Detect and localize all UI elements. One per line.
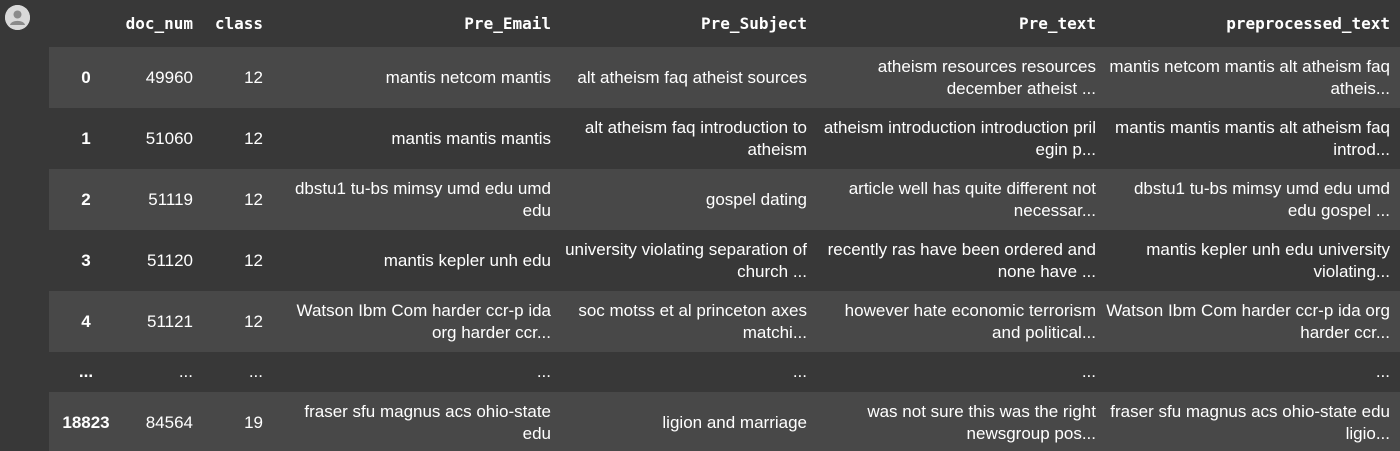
table-row: 1 51060 12 mantis mantis mantis alt athe…	[49, 108, 1400, 169]
cell-pre-text: atheism resources resources december ath…	[817, 47, 1106, 108]
cell-preprocessed-text: mantis kepler unh edu university violati…	[1106, 230, 1400, 291]
cell-pre-text: however hate economic terrorism and poli…	[817, 291, 1106, 352]
cell-pre-subject: soc motss et al princeton axes matchi...	[561, 291, 817, 352]
cell-class: 12	[203, 291, 273, 352]
header-pre-subject: Pre_Subject	[561, 0, 817, 47]
header-index	[49, 0, 123, 47]
header-doc-num: doc_num	[123, 0, 203, 47]
row-index: 3	[49, 230, 123, 291]
cell-pre-text: was not sure this was the right newsgrou…	[817, 392, 1106, 451]
cell-preprocessed-text: mantis netcom mantis alt atheism faq ath…	[1106, 47, 1400, 108]
table-row: 4 51121 12 Watson Ibm Com harder ccr-p i…	[49, 291, 1400, 352]
cell-preprocessed-text: Watson Ibm Com harder ccr-p ida org hard…	[1106, 291, 1400, 352]
cell-pre-subject: gospel dating	[561, 169, 817, 230]
cell-doc-num: 84564	[123, 392, 203, 451]
dataframe-table: doc_num class Pre_Email Pre_Subject Pre_…	[49, 0, 1400, 451]
table-row: 3 51120 12 mantis kepler unh edu univers…	[49, 230, 1400, 291]
cell-pre-subject: university violating separation of churc…	[561, 230, 817, 291]
cell-class: 12	[203, 108, 273, 169]
header-pre-text: Pre_text	[817, 0, 1106, 47]
header-row: doc_num class Pre_Email Pre_Subject Pre_…	[49, 0, 1400, 47]
cell-doc-num: 51119	[123, 169, 203, 230]
cell-class: 12	[203, 47, 273, 108]
output-gutter	[0, 0, 49, 451]
row-index: 0	[49, 47, 123, 108]
cell-pre-text: article well has quite different not nec…	[817, 169, 1106, 230]
header-pre-email: Pre_Email	[273, 0, 561, 47]
cell-class: 12	[203, 230, 273, 291]
cell-doc-num: 51120	[123, 230, 203, 291]
row-index: ...	[49, 352, 123, 392]
cell-pre-email: Watson Ibm Com harder ccr-p ida org hard…	[273, 291, 561, 352]
cell-preprocessed-text: dbstu1 tu-bs mimsy umd edu umd edu gospe…	[1106, 169, 1400, 230]
cell-preprocessed-text: fraser sfu magnus acs ohio-state edu lig…	[1106, 392, 1400, 451]
cell-class: 19	[203, 392, 273, 451]
row-index: 2	[49, 169, 123, 230]
cell-pre-email: dbstu1 tu-bs mimsy umd edu umd edu	[273, 169, 561, 230]
cell-doc-num: 51060	[123, 108, 203, 169]
header-preprocessed-text: preprocessed_text	[1106, 0, 1400, 47]
cell-class: ...	[203, 352, 273, 392]
cell-pre-email: mantis mantis mantis	[273, 108, 561, 169]
table-row-ellipsis: ... ... ... ... ... ... ...	[49, 352, 1400, 392]
cell-preprocessed-text: mantis mantis mantis alt atheism faq int…	[1106, 108, 1400, 169]
cell-doc-num: 51121	[123, 291, 203, 352]
table-row: 2 51119 12 dbstu1 tu-bs mimsy umd edu um…	[49, 169, 1400, 230]
user-avatar-icon[interactable]	[5, 5, 30, 30]
row-index: 4	[49, 291, 123, 352]
row-index: 1	[49, 108, 123, 169]
cell-pre-email: mantis kepler unh edu	[273, 230, 561, 291]
cell-doc-num: 49960	[123, 47, 203, 108]
cell-pre-text: atheism introduction introduction pril e…	[817, 108, 1106, 169]
cell-preprocessed-text: ...	[1106, 352, 1400, 392]
cell-pre-subject: alt atheism faq introduction to atheism	[561, 108, 817, 169]
cell-pre-subject: ...	[561, 352, 817, 392]
cell-pre-email: fraser sfu magnus acs ohio-state edu	[273, 392, 561, 451]
dataframe-output: doc_num class Pre_Email Pre_Subject Pre_…	[49, 0, 1400, 451]
table-row: 18823 84564 19 fraser sfu magnus acs ohi…	[49, 392, 1400, 451]
cell-class: 12	[203, 169, 273, 230]
cell-doc-num: ...	[123, 352, 203, 392]
cell-pre-subject: ligion and marriage	[561, 392, 817, 451]
row-index: 18823	[49, 392, 123, 451]
cell-pre-text: recently ras have been ordered and none …	[817, 230, 1106, 291]
header-class: class	[203, 0, 273, 47]
cell-pre-text: ...	[817, 352, 1106, 392]
cell-pre-subject: alt atheism faq atheist sources	[561, 47, 817, 108]
cell-pre-email: ...	[273, 352, 561, 392]
table-row: 0 49960 12 mantis netcom mantis alt athe…	[49, 47, 1400, 108]
cell-pre-email: mantis netcom mantis	[273, 47, 561, 108]
